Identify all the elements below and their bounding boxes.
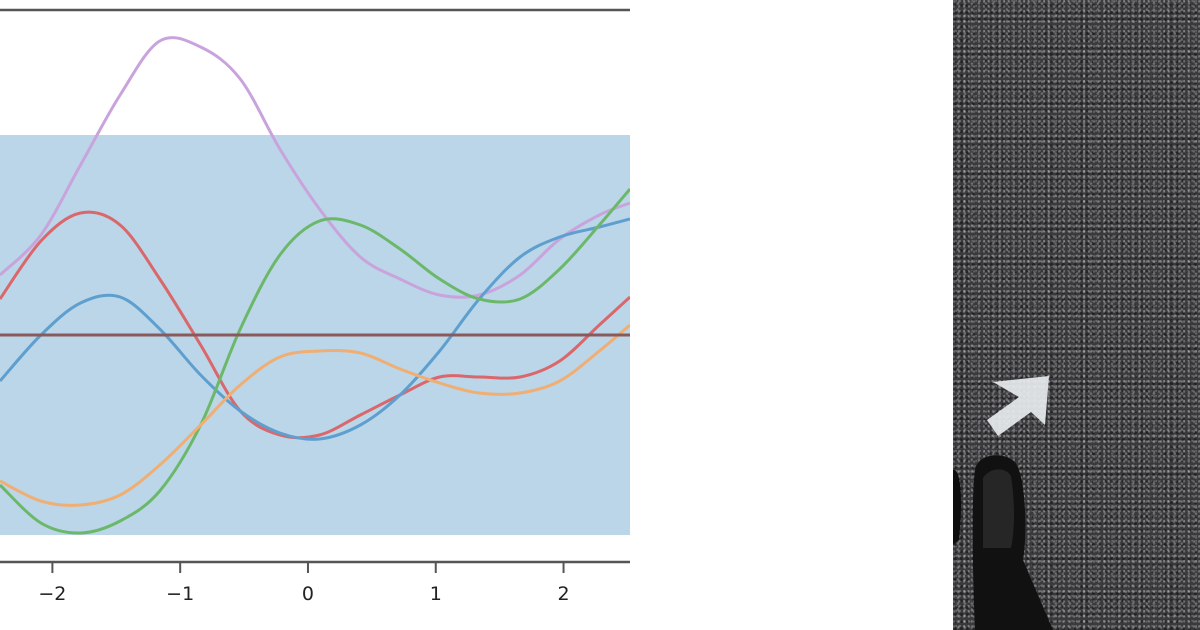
series-line-1 [0,36,630,299]
line-chart: −2 −1 0 1 2 [0,8,630,605]
shoe [953,455,1053,630]
asphalt-photo [953,0,1200,630]
x-tick-label: 1 [430,583,442,605]
x-tick-label: −2 [38,583,66,605]
arrow-up-right-icon [987,376,1049,436]
x-tick-label: 0 [302,583,314,605]
series-line-5 [0,323,630,507]
series-line-2 [0,210,630,440]
series-line-3 [0,217,630,441]
x-tick-label: 2 [558,583,570,605]
series-line-4 [0,188,630,535]
x-tick-label: −1 [166,583,194,605]
